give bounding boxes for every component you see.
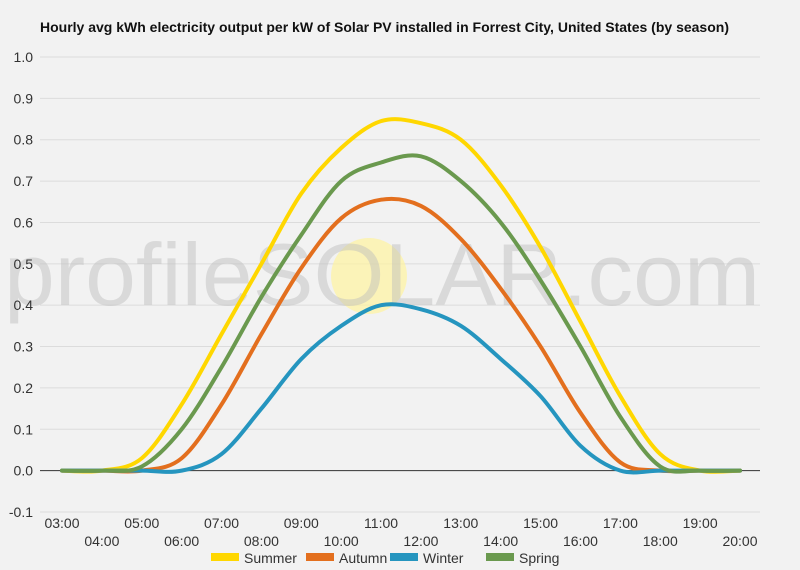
x-tick-label: 17:00 <box>603 515 638 531</box>
x-tick-label: 09:00 <box>284 515 319 531</box>
legend-swatch-summer <box>211 553 239 561</box>
watermark-sun <box>331 238 407 314</box>
legend-swatch-winter <box>390 553 418 561</box>
x-tick-label: 19:00 <box>683 515 718 531</box>
series-line-autumn <box>60 196 742 474</box>
series-line-spring <box>60 153 742 474</box>
y-tick-label: 0.3 <box>14 339 34 355</box>
watermark-text: profileSOLAR.com <box>4 225 760 324</box>
y-tick-label: 1.0 <box>14 49 34 65</box>
legend-swatch-autumn <box>306 553 334 561</box>
x-tick-label: 11:00 <box>364 515 398 531</box>
x-tick-label: 07:00 <box>204 515 239 531</box>
legend-item-summer[interactable]: Summer <box>211 550 297 566</box>
legend-label-spring: Spring <box>519 550 559 566</box>
x-tick-label: 13:00 <box>443 515 478 531</box>
y-axis: -0.1 0.0 0.1 0.2 0.3 0.4 0.5 0.6 0.7 0.8 0.9 1.0 <box>9 49 33 520</box>
x-axis: 03:00 04:00 05:00 06:00 07:00 08:00 09:00 10:00… <box>44 515 757 549</box>
y-tick-label: 0.9 <box>14 90 34 106</box>
y-tick-label: -0.1 <box>9 504 33 520</box>
y-tick-label: 0.0 <box>14 463 34 479</box>
legend-label-summer: Summer <box>244 550 297 566</box>
legend-label-autumn: Autumn <box>339 550 387 566</box>
x-tick-label: 05:00 <box>124 515 159 531</box>
series-lines <box>60 117 742 475</box>
legend-item-autumn[interactable]: Autumn <box>306 550 387 566</box>
series-line-summer <box>60 117 742 474</box>
legend-item-spring[interactable]: Spring <box>486 550 559 566</box>
y-tick-label: 0.1 <box>14 421 34 437</box>
x-tick-label: 03:00 <box>44 515 79 531</box>
x-tick-label: 16:00 <box>563 533 598 549</box>
x-tick-label: 04:00 <box>84 533 119 549</box>
y-tick-label: 0.4 <box>14 297 34 313</box>
x-tick-label: 18:00 <box>643 533 678 549</box>
y-tick-label: 0.5 <box>14 256 34 272</box>
x-tick-label: 14:00 <box>483 533 518 549</box>
series-line-winter <box>60 302 742 475</box>
x-tick-label: 12:00 <box>403 533 438 549</box>
legend-item-winter[interactable]: Winter <box>390 550 464 566</box>
watermark: profileSOLAR.com <box>4 225 760 324</box>
x-tick-label: 15:00 <box>523 515 558 531</box>
y-tick-label: 0.6 <box>14 214 34 230</box>
legend-swatch-spring <box>486 553 514 561</box>
x-tick-label: 10:00 <box>324 533 359 549</box>
x-tick-label: 08:00 <box>244 533 279 549</box>
x-tick-label: 20:00 <box>722 533 757 549</box>
y-tick-label: 0.7 <box>14 173 34 189</box>
y-tick-label: 0.8 <box>14 132 34 148</box>
legend[interactable]: Summer Autumn Winter Spring <box>211 550 559 566</box>
legend-label-winter: Winter <box>423 550 464 566</box>
x-tick-label: 06:00 <box>164 533 199 549</box>
chart-title: Hourly avg kWh electricity output per kW… <box>40 19 729 35</box>
y-tick-label: 0.2 <box>14 380 34 396</box>
